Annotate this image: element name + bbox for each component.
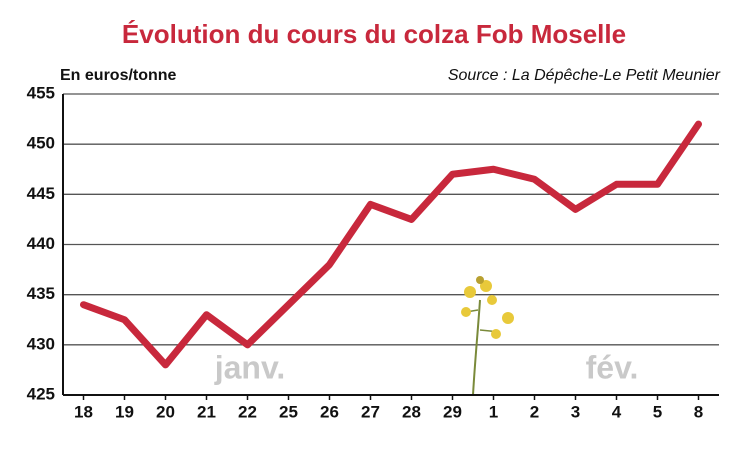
y-tick-label: 455 — [27, 83, 55, 102]
x-tick-label: 28 — [402, 402, 421, 421]
y-tick-label: 435 — [27, 284, 55, 303]
annotation: fév. — [586, 349, 639, 385]
x-tick-label: 21 — [197, 402, 216, 421]
x-tick-label: 19 — [115, 402, 134, 421]
y-axis-label: En euros/tonne — [60, 67, 177, 84]
y-tick-label: 450 — [27, 134, 55, 153]
x-tick-label: 27 — [361, 402, 380, 421]
x-tick-label: 26 — [320, 402, 339, 421]
x-tick-label: 3 — [571, 402, 580, 421]
y-tick-label: 445 — [27, 184, 55, 203]
x-tick-label: 1 — [489, 402, 498, 421]
annotation: janv. — [214, 349, 286, 385]
x-tick-label: 2 — [530, 402, 539, 421]
x-tick-label: 5 — [653, 402, 662, 421]
x-tick-label: 20 — [156, 402, 175, 421]
y-tick-label: 425 — [27, 384, 55, 403]
x-tick-label: 4 — [612, 402, 622, 421]
flower — [461, 276, 514, 396]
x-tick-label: 8 — [694, 402, 703, 421]
x-tick-label: 25 — [279, 402, 298, 421]
chart-title: Évolution du cours du colza Fob Moselle — [122, 19, 626, 49]
x-tick-label: 29 — [443, 402, 462, 421]
line-series — [80, 120, 702, 369]
x-tick-label: 18 — [74, 402, 93, 421]
x-tick-label: 22 — [238, 402, 257, 421]
y-tick-label: 440 — [27, 234, 55, 253]
source: Source : La Dépêche-Le Petit Meunier — [448, 67, 721, 84]
y-tick-label: 430 — [27, 334, 55, 353]
